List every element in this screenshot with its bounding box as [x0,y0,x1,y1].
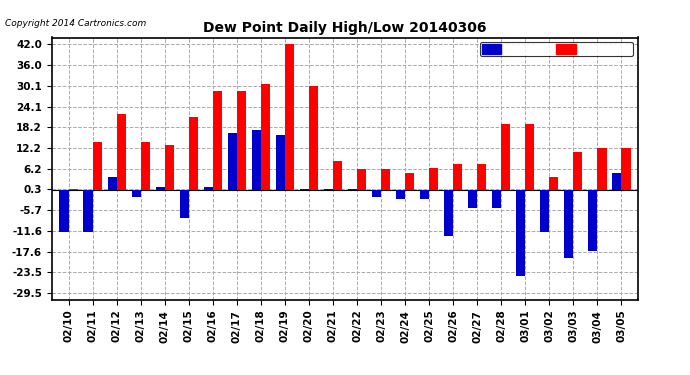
Bar [83,190,92,232]
Bar [309,86,318,190]
Bar [132,190,141,197]
Bar [155,187,165,190]
Bar [564,190,573,258]
Bar [165,145,174,190]
Bar [540,190,549,232]
Bar [189,117,198,190]
Bar [381,169,390,190]
Bar [405,173,414,190]
Bar [622,148,631,190]
Bar [59,190,68,232]
Bar [492,190,501,208]
Bar [549,177,558,190]
Title: Dew Point Daily High/Low 20140306: Dew Point Daily High/Low 20140306 [204,21,486,35]
Bar [589,190,598,251]
Bar [420,190,429,199]
Bar [117,114,126,190]
Bar [276,135,285,190]
Bar [237,92,246,190]
Bar [68,189,78,190]
Bar [429,168,438,190]
Bar [92,142,101,190]
Bar [453,164,462,190]
Bar [141,142,150,190]
Bar [396,190,405,199]
Bar [213,92,222,190]
Bar [501,124,511,190]
Bar [477,164,486,190]
Bar [300,189,309,190]
Bar [228,133,237,190]
Bar [444,190,453,236]
Bar [525,124,535,190]
Bar [598,148,607,190]
Bar [285,45,294,190]
Bar [333,161,342,190]
Bar [204,187,213,190]
Bar [348,189,357,190]
Text: Copyright 2014 Cartronics.com: Copyright 2014 Cartronics.com [5,19,146,28]
Bar [252,130,261,190]
Legend: Low  (°F), High  (°F): Low (°F), High (°F) [480,42,633,56]
Bar [324,189,333,190]
Bar [573,152,582,190]
Bar [108,177,117,190]
Bar [179,190,189,218]
Bar [468,190,477,208]
Bar [357,169,366,190]
Bar [516,190,525,276]
Bar [612,173,622,190]
Bar [261,84,270,190]
Bar [372,190,381,197]
